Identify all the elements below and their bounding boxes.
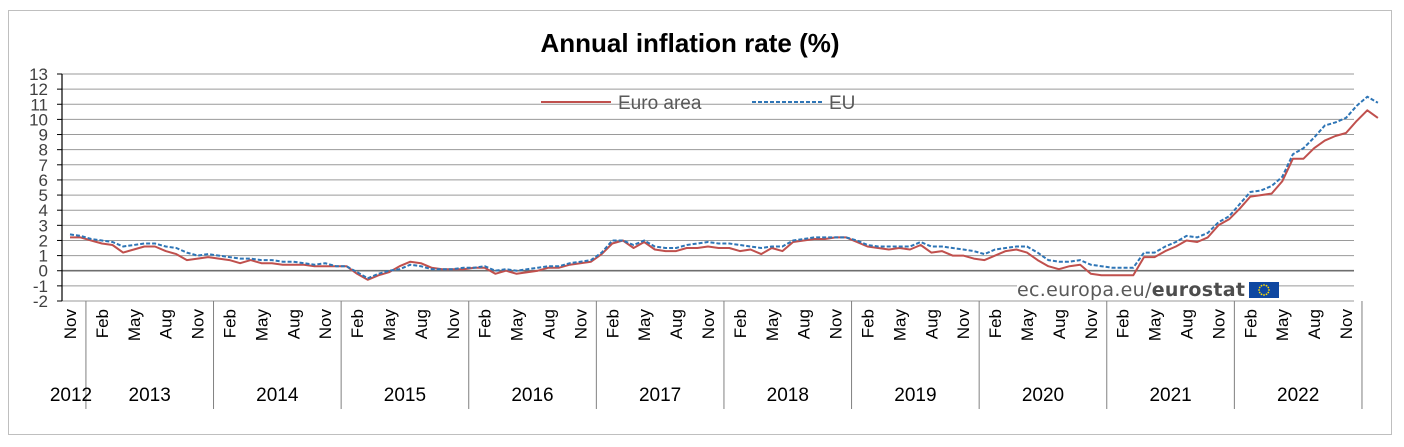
x-tick-label: Feb (859, 309, 878, 338)
x-year-label: 2016 (511, 385, 553, 406)
y-tick-label: -2 (33, 292, 48, 311)
y-tick-label: 10 (29, 110, 48, 129)
chart-frame (8, 10, 1392, 435)
x-tick-label: Feb (93, 309, 112, 338)
x-tick-label: Nov (316, 309, 335, 340)
x-tick-label: Aug (157, 309, 176, 339)
x-year-label: 2017 (639, 385, 681, 406)
x-tick-label: May (635, 309, 654, 342)
x-tick-label: Nov (61, 309, 80, 340)
x-tick-label: Aug (795, 309, 814, 339)
y-tick-label: 5 (39, 186, 48, 205)
x-tick-label: Feb (603, 309, 622, 338)
series-line-eu (69, 95, 1379, 280)
y-tick-label: 3 (39, 216, 48, 235)
x-tick-label: May (1018, 309, 1037, 342)
x-year-label: 2019 (894, 385, 936, 406)
x-tick-label: Nov (189, 309, 208, 340)
x-tick-label: Aug (412, 309, 431, 339)
grid (62, 73, 1354, 302)
y-tick-label: 12 (29, 80, 48, 99)
x-tick-label: May (508, 309, 527, 342)
x-year-label: 2012 (50, 385, 92, 406)
x-tick-label: Nov (954, 309, 973, 340)
legend-label: Euro area (618, 93, 702, 114)
x-tick-label: Aug (284, 309, 303, 339)
y-tick-label: 7 (39, 156, 48, 175)
x-tick-label: May (125, 309, 144, 342)
y-tick-label: 1 (39, 247, 48, 266)
x-tick-label: May (763, 309, 782, 342)
y-tick-label: 9 (39, 126, 48, 145)
x-year-label: 2014 (256, 385, 299, 406)
x-tick-label: Aug (667, 309, 686, 339)
x-tick-label: Feb (476, 309, 495, 338)
y-tick-label: -1 (33, 277, 48, 296)
x-tick-label: Nov (827, 309, 846, 340)
series-line-euro-area (70, 109, 1379, 281)
y-tick-label: 0 (39, 262, 48, 281)
y-tick-label: 4 (39, 201, 48, 220)
x-tick-label: Aug (1050, 309, 1069, 339)
x-tick-label: Aug (540, 309, 559, 339)
x-tick-label: May (890, 309, 909, 342)
x-tick-label: Feb (1241, 309, 1260, 338)
x-year-label: 2015 (384, 385, 426, 406)
y-tick-label: 8 (39, 141, 48, 160)
x-tick-label: Nov (699, 309, 718, 340)
x-tick-label: May (1273, 309, 1292, 342)
watermark-prefix: ec.europa.eu/ (1017, 279, 1152, 301)
x-year-label: 2013 (129, 385, 171, 406)
x-tick-label: Nov (1082, 309, 1101, 340)
x-tick-label: Feb (1114, 309, 1133, 338)
x-tick-label: Aug (1178, 309, 1197, 339)
x-year-label: 2018 (767, 385, 809, 406)
y-tick-label: 13 (29, 65, 48, 84)
y-tick-label: 11 (30, 95, 48, 114)
legend: Euro area EU (541, 93, 855, 114)
eurostat-watermark: ec.europa.eu/eurostat (1017, 279, 1280, 301)
x-tick-label: Nov (444, 309, 463, 340)
x-tick-label: May (252, 309, 271, 342)
eu-flag-icon (1249, 282, 1280, 298)
y-tick-label: 2 (39, 231, 48, 250)
chart-title: Annual inflation rate (%) (540, 28, 840, 58)
x-axis-labels: Nov Feb May Aug Nov Feb May Aug Nov Feb May Aug Nov F… (50, 301, 1363, 409)
x-tick-label: May (380, 309, 399, 342)
x-tick-label: Aug (1305, 309, 1324, 339)
x-tick-label: Nov (1209, 309, 1228, 340)
series-lines (69, 95, 1379, 281)
x-tick-label: May (1146, 309, 1165, 342)
x-tick-label: Feb (221, 309, 240, 338)
x-year-label: 2022 (1277, 385, 1319, 406)
watermark-brand: eurostat (1151, 279, 1246, 301)
x-tick-label: Nov (1337, 309, 1356, 340)
x-year-label: 2021 (1149, 385, 1191, 406)
y-tick-label: 6 (39, 171, 48, 190)
x-tick-label: Feb (731, 309, 750, 338)
x-year-label: 2020 (1022, 385, 1064, 406)
x-tick-label: Feb (986, 309, 1005, 338)
x-tick-label: Nov (571, 309, 590, 340)
x-tick-label: Aug (922, 309, 941, 339)
legend-label: EU (829, 93, 855, 114)
x-tick-label: Feb (348, 309, 367, 338)
